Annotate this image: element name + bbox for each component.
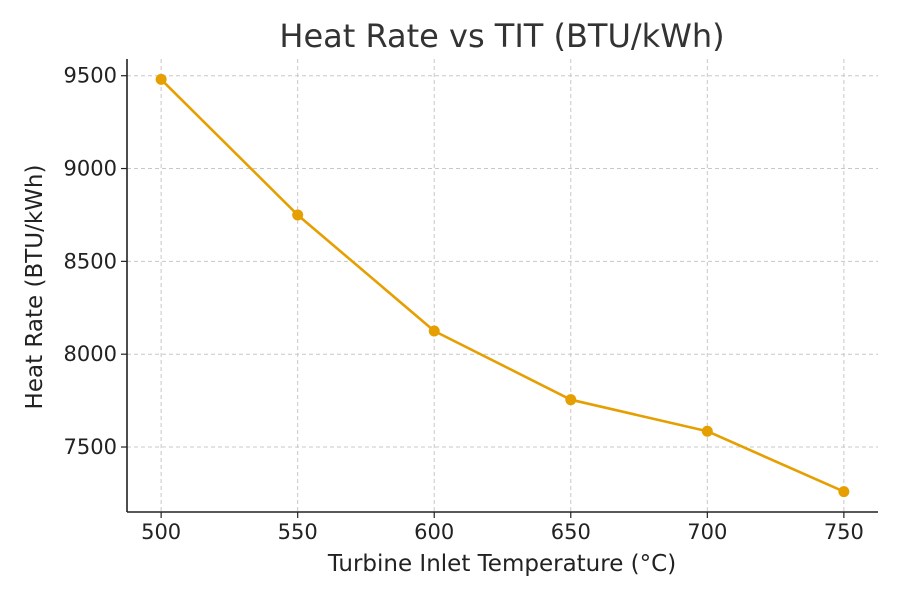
x-tick-label: 650 [551,520,591,544]
y-axis-label: Heat Rate (BTU/kWh) [22,165,48,410]
data-point [428,325,440,337]
y-tick-label: 7500 [64,435,117,459]
x-tick-label: 500 [141,520,181,544]
x-tick-label: 600 [414,520,454,544]
data-point [292,209,304,221]
x-tick-label: 550 [278,520,318,544]
y-tick-label: 8500 [64,249,117,273]
data-point [701,425,713,437]
x-tick-label: 750 [824,520,864,544]
x-axis-label: Turbine Inlet Temperature (°C) [327,551,676,577]
series-line [159,78,846,493]
chart-title: Heat Rate vs TIT (BTU/kWh) [279,17,724,55]
grid [127,59,878,512]
ticks: 500 550 600 650 700 750 7500 8000 8500 9000 9500 [64,64,864,544]
x-tick-label: 700 [687,520,727,544]
data-point [838,486,850,498]
data-point [155,73,167,85]
series [155,73,850,498]
y-tick-label: 9000 [64,157,117,181]
y-tick-label: 9500 [64,64,117,88]
data-point [565,394,577,406]
y-tick-label: 8000 [64,342,117,366]
axes [126,59,878,513]
